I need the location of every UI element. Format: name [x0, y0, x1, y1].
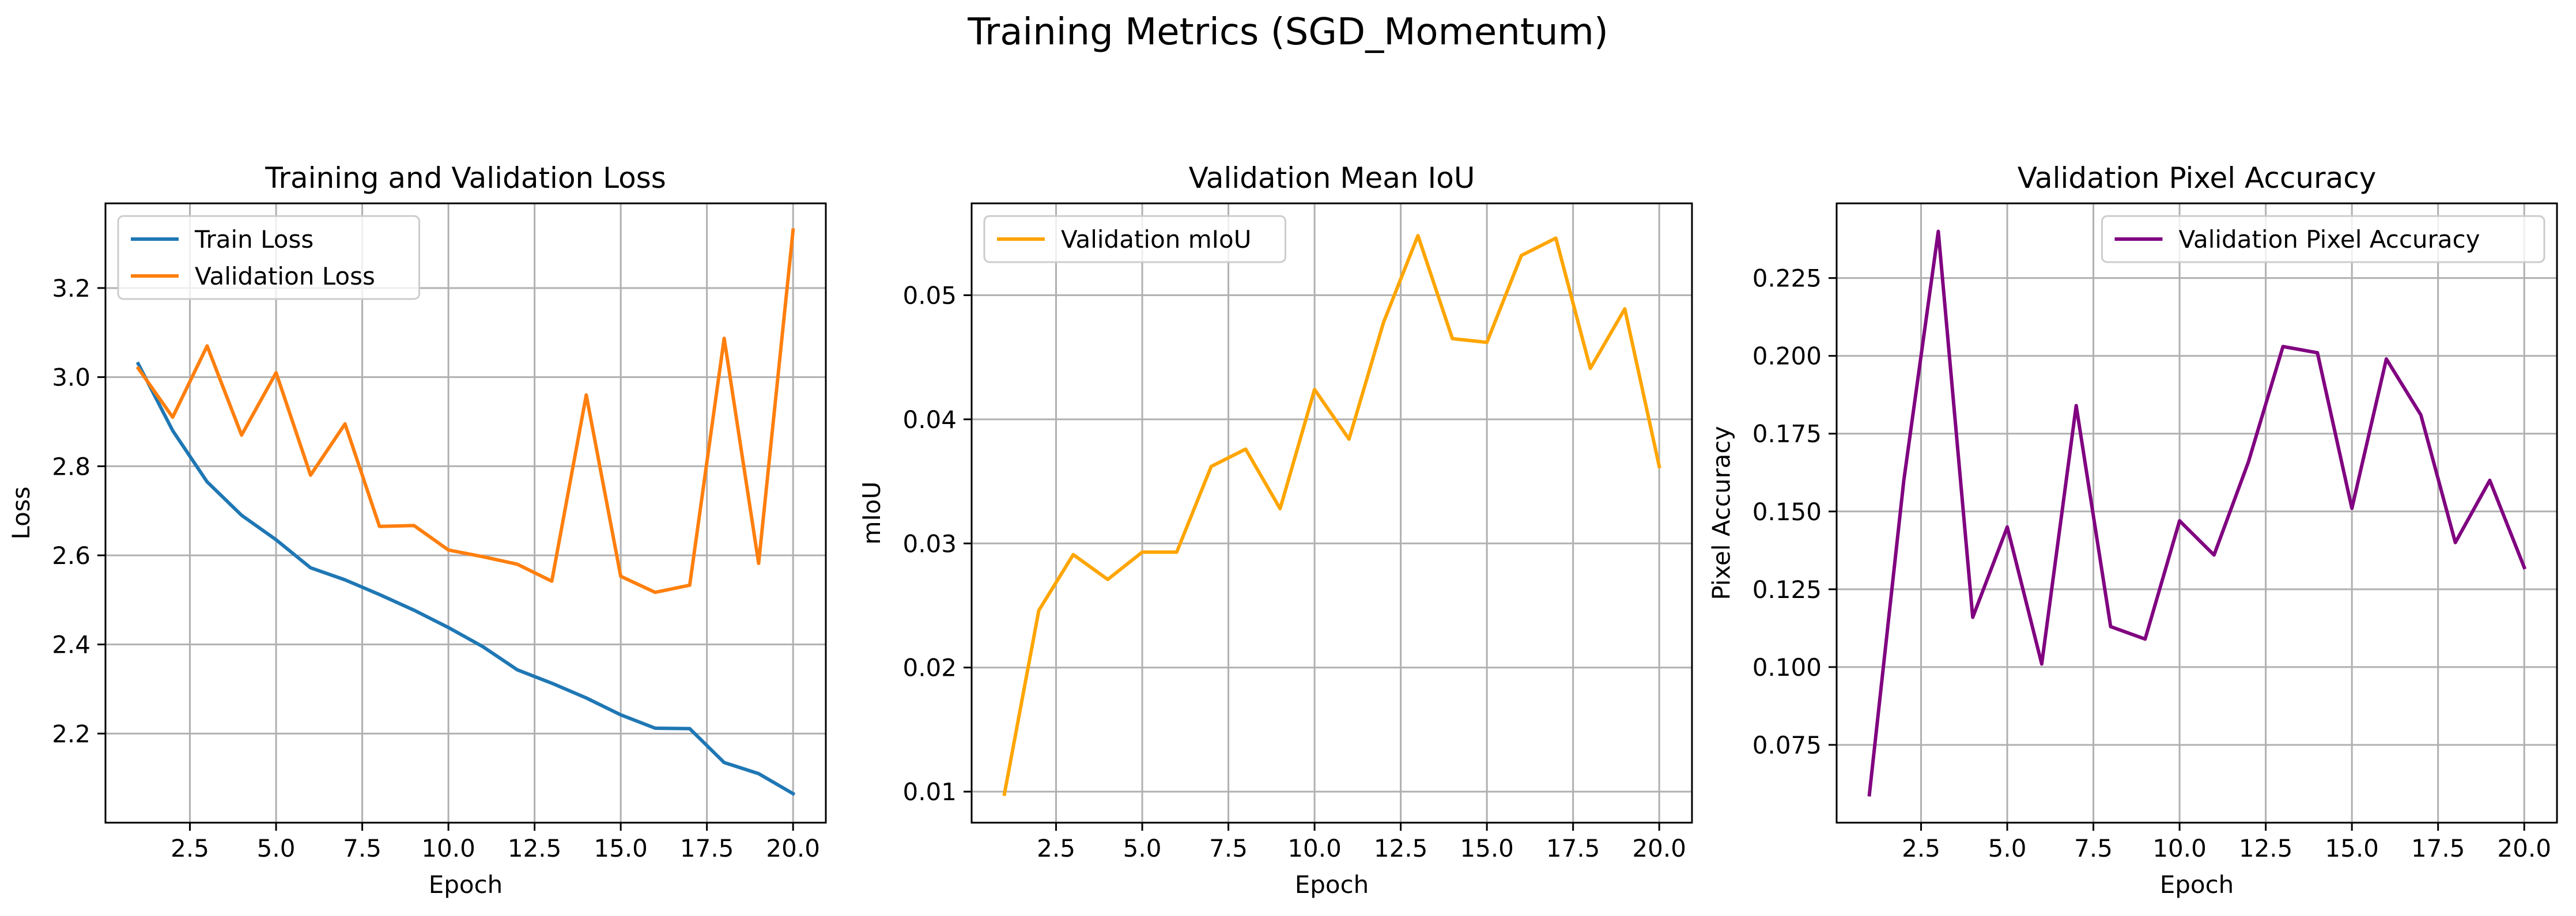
series-line — [1867, 229, 2527, 797]
x-tick-label: 5.0 — [1988, 834, 2027, 862]
x-tick-label: 20.0 — [1632, 834, 1686, 862]
y-tick-label: 0.200 — [1752, 342, 1822, 370]
legend-entry-label: Validation Pixel Accuracy — [2179, 225, 2480, 253]
x-tick-label: 5.0 — [1123, 834, 1162, 862]
x-tick-label: 10.0 — [1287, 834, 1342, 862]
y-tick-label: 0.150 — [1752, 498, 1822, 526]
x-tick-label: 12.5 — [508, 834, 562, 862]
legend: Train Loss Validation Loss — [117, 215, 420, 300]
loss-chart-panel: Training and Validation Loss Epoch Loss … — [7, 161, 827, 899]
x-tick-label: 7.5 — [1209, 834, 1248, 862]
x-tick-label: 20.0 — [2497, 834, 2551, 862]
legend: Validation mIoU — [983, 215, 1286, 263]
x-tick-label: 15.0 — [2325, 834, 2379, 862]
legend-entry-label: Train Loss — [194, 225, 313, 253]
x-tick-label: 15.0 — [1460, 834, 1514, 862]
plot-frame — [104, 202, 827, 824]
legend-box — [983, 215, 1286, 263]
y-axis-label: Pixel Accuracy — [1708, 426, 1736, 600]
y-tick-label: 0.100 — [1752, 653, 1822, 682]
grid-lines — [105, 203, 826, 823]
legend: Validation Pixel Accuracy — [2101, 215, 2545, 263]
y-tick-label: 2.4 — [52, 631, 90, 659]
legend-box — [2101, 215, 2545, 263]
pixel-accuracy-chart-panel: Validation Pixel Accuracy Epoch Pixel Ac… — [1708, 161, 2558, 899]
series-line — [1002, 234, 1661, 797]
grid-lines — [972, 203, 1692, 823]
x-tick-label: 12.5 — [2239, 834, 2293, 862]
series-line — [135, 228, 795, 595]
legend-entry-label: Validation Loss — [195, 262, 375, 290]
y-axis-label: Loss — [7, 486, 35, 539]
x-axis-label: Epoch — [429, 870, 503, 899]
x-tick-label: 7.5 — [2074, 834, 2113, 862]
y-tick-label: 0.175 — [1752, 420, 1822, 448]
x-tick-label: 12.5 — [1374, 834, 1428, 862]
x-axis-label: Epoch — [2160, 870, 2234, 899]
x-tick-label: 17.5 — [2411, 834, 2465, 862]
y-tick-label: 3.0 — [52, 364, 90, 392]
y-tick-label: 0.05 — [902, 281, 957, 309]
grid-lines — [1837, 203, 2557, 823]
x-tick-label: 5.0 — [257, 834, 296, 862]
y-tick-label: 0.02 — [902, 654, 957, 682]
y-tick-label: 0.225 — [1752, 264, 1822, 293]
y-tick-label: 0.04 — [902, 406, 957, 434]
series-line — [135, 361, 796, 796]
x-tick-label: 2.5 — [171, 834, 209, 862]
legend-box — [117, 215, 420, 300]
y-tick-label: 3.2 — [52, 274, 90, 302]
y-tick-label: 0.03 — [902, 529, 957, 558]
figure-suptitle: Training Metrics (SGD_Momentum) — [967, 11, 1608, 54]
x-tick-label: 2.5 — [1902, 834, 1940, 862]
x-tick-label: 17.5 — [1546, 834, 1600, 862]
x-tick-label: 2.5 — [1037, 834, 1075, 862]
chart-title: Validation Pixel Accuracy — [2018, 161, 2377, 195]
chart-title: Training and Validation Loss — [265, 161, 666, 195]
y-axis-label: mIoU — [858, 482, 886, 545]
x-tick-label: 7.5 — [343, 834, 382, 862]
y-tick-label: 0.125 — [1752, 576, 1822, 604]
y-tick-label: 2.8 — [52, 452, 90, 480]
miou-chart-panel: Validation Mean IoU Epoch mIoU 2.5 5.0 7.5… — [858, 161, 1693, 899]
x-tick-label: 20.0 — [766, 834, 820, 862]
x-tick-label: 15.0 — [594, 834, 648, 862]
chart-title: Validation Mean IoU — [1189, 161, 1475, 195]
plot-frame — [970, 202, 1693, 824]
x-tick-label: 10.0 — [2152, 834, 2207, 862]
y-tick-label: 0.01 — [902, 778, 957, 806]
x-axis-label: Epoch — [1295, 870, 1369, 899]
plot-frame — [1835, 202, 2558, 824]
y-tick-label: 2.2 — [52, 720, 90, 748]
x-tick-label: 10.0 — [421, 834, 475, 862]
legend-entry-label: Validation mIoU — [1061, 225, 1251, 253]
y-tick-label: 2.6 — [52, 542, 90, 570]
x-tick-label: 17.5 — [680, 834, 734, 862]
y-tick-label: 0.075 — [1752, 731, 1822, 759]
